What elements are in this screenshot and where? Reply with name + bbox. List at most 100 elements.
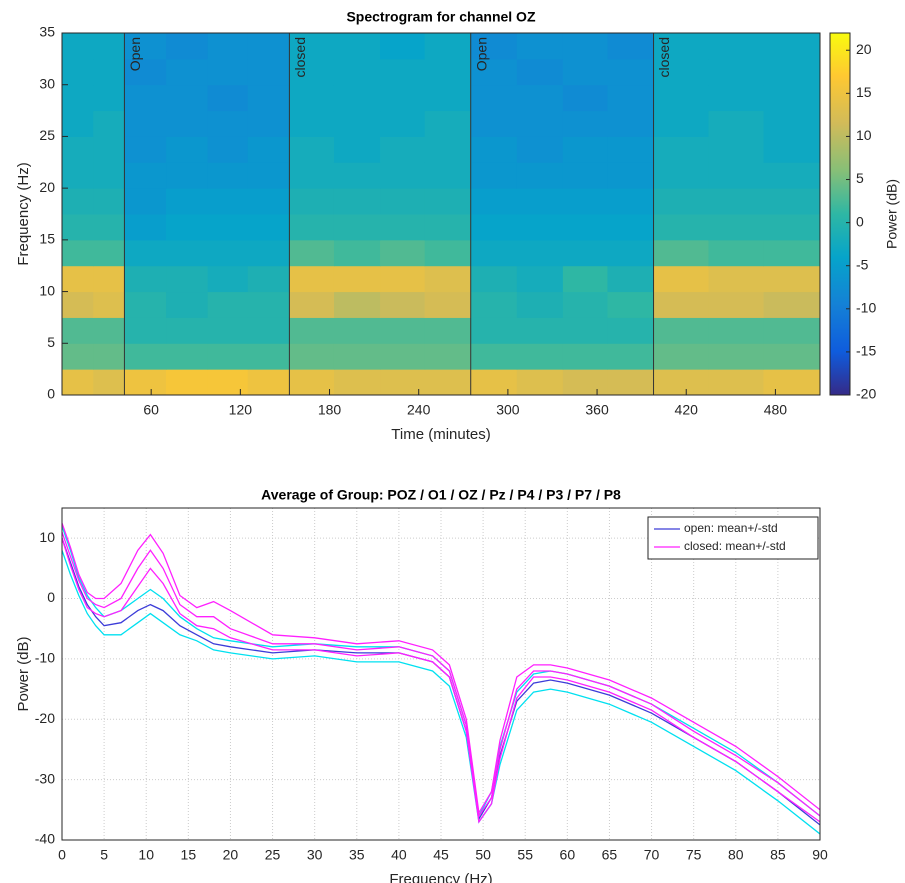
heat-cell	[763, 317, 821, 344]
heat-cell	[124, 84, 167, 112]
heat-cell	[333, 239, 381, 267]
colorbar-tick-label: -15	[856, 343, 876, 359]
heat-cell	[470, 58, 518, 86]
y-tick-label: 35	[39, 24, 55, 40]
heat-cell	[516, 239, 564, 267]
heat-cell	[166, 188, 209, 215]
heat-cell	[424, 369, 472, 396]
heat-cell	[516, 84, 564, 112]
colorbar	[829, 32, 851, 396]
y-tick-label: -20	[35, 710, 55, 726]
heat-cell	[562, 369, 608, 396]
heat-cell	[207, 317, 249, 344]
x-tick-label: 15	[181, 847, 197, 863]
heat-cell	[607, 214, 655, 241]
heat-cell	[166, 343, 209, 370]
colorbar-tick-label: -10	[856, 300, 876, 316]
heat-cell	[516, 58, 564, 86]
heat-cell	[207, 265, 249, 293]
heat-cell	[653, 239, 710, 267]
heat-cell	[333, 265, 381, 293]
heat-cell	[380, 343, 426, 370]
heat-cell	[124, 214, 167, 241]
heat-cell	[207, 343, 249, 370]
heat-cell	[289, 84, 335, 112]
heat-cell	[62, 33, 94, 60]
heat-cell	[470, 110, 518, 137]
heat-cell	[708, 84, 765, 112]
x-tick-label: 5	[100, 847, 108, 863]
heat-cell	[470, 162, 518, 189]
heat-cell	[333, 162, 381, 189]
heat-cell	[380, 58, 426, 86]
heat-cell	[289, 162, 335, 189]
heat-cell	[207, 110, 249, 137]
heat-cell	[166, 110, 209, 137]
heat-cell	[62, 188, 94, 215]
colorbar-tick-label: 5	[856, 170, 864, 186]
series-line	[62, 531, 820, 818]
heat-cell	[763, 188, 821, 215]
heat-cell	[562, 291, 608, 318]
y-tick-label: 30	[39, 75, 55, 91]
heat-cell	[562, 214, 608, 241]
event-label: Open	[473, 37, 489, 71]
colorbar-label: Power (dB)	[884, 179, 900, 249]
heat-cell	[470, 291, 518, 318]
heat-cell	[763, 369, 821, 396]
x-tick-label: 65	[602, 847, 618, 863]
legend-label: closed: mean+/-std	[684, 539, 786, 553]
chart-title: Average of Group: POZ / O1 / OZ / Pz / P…	[261, 487, 621, 503]
heat-cell	[93, 136, 125, 163]
heat-cell	[93, 291, 125, 318]
heat-cell	[166, 239, 209, 267]
y-tick-label: 10	[39, 282, 55, 298]
legend-label: open: mean+/-std	[684, 521, 778, 535]
heat-cell	[380, 214, 426, 241]
heat-cell	[124, 33, 167, 60]
heat-cell	[124, 369, 167, 396]
heat-cell	[516, 162, 564, 189]
heat-cell	[247, 188, 290, 215]
heat-cell	[607, 33, 655, 60]
heat-cell	[653, 369, 710, 396]
heat-cell	[124, 110, 167, 137]
y-tick-label: 15	[39, 231, 55, 247]
heat-cell	[562, 239, 608, 267]
y-axis-label: Power (dB)	[15, 636, 32, 711]
heat-cell	[607, 369, 655, 396]
heat-cell	[763, 291, 821, 318]
heat-cell	[380, 239, 426, 267]
heat-cell	[470, 239, 518, 267]
heat-cell	[708, 239, 765, 267]
heat-cell	[207, 291, 249, 318]
heat-cell	[333, 110, 381, 137]
heat-cell	[289, 369, 335, 396]
heat-cell	[470, 188, 518, 215]
heat-cell	[247, 33, 290, 60]
heat-cell	[470, 136, 518, 163]
heat-cell	[653, 265, 710, 293]
heat-cell	[653, 136, 710, 163]
heat-cell	[708, 214, 765, 241]
x-tick-label: 70	[644, 847, 660, 863]
heat-cell	[763, 239, 821, 267]
heat-cell	[247, 369, 290, 396]
heat-cell	[607, 110, 655, 137]
colorbar-tick-label: -5	[856, 256, 869, 272]
heat-cell	[424, 58, 472, 86]
heat-cell	[607, 291, 655, 318]
heat-cell	[333, 33, 381, 60]
heat-cell	[93, 33, 125, 60]
heat-cell	[708, 58, 765, 86]
heat-cell	[470, 317, 518, 344]
heat-cell	[763, 33, 821, 60]
heat-cell	[516, 291, 564, 318]
heat-cell	[166, 317, 209, 344]
heat-cell	[380, 84, 426, 112]
heat-cell	[289, 265, 335, 293]
x-tick-label: 180	[318, 402, 342, 418]
heat-cell	[289, 317, 335, 344]
heat-cell	[562, 136, 608, 163]
colorbar-tick-label: 0	[856, 213, 864, 229]
